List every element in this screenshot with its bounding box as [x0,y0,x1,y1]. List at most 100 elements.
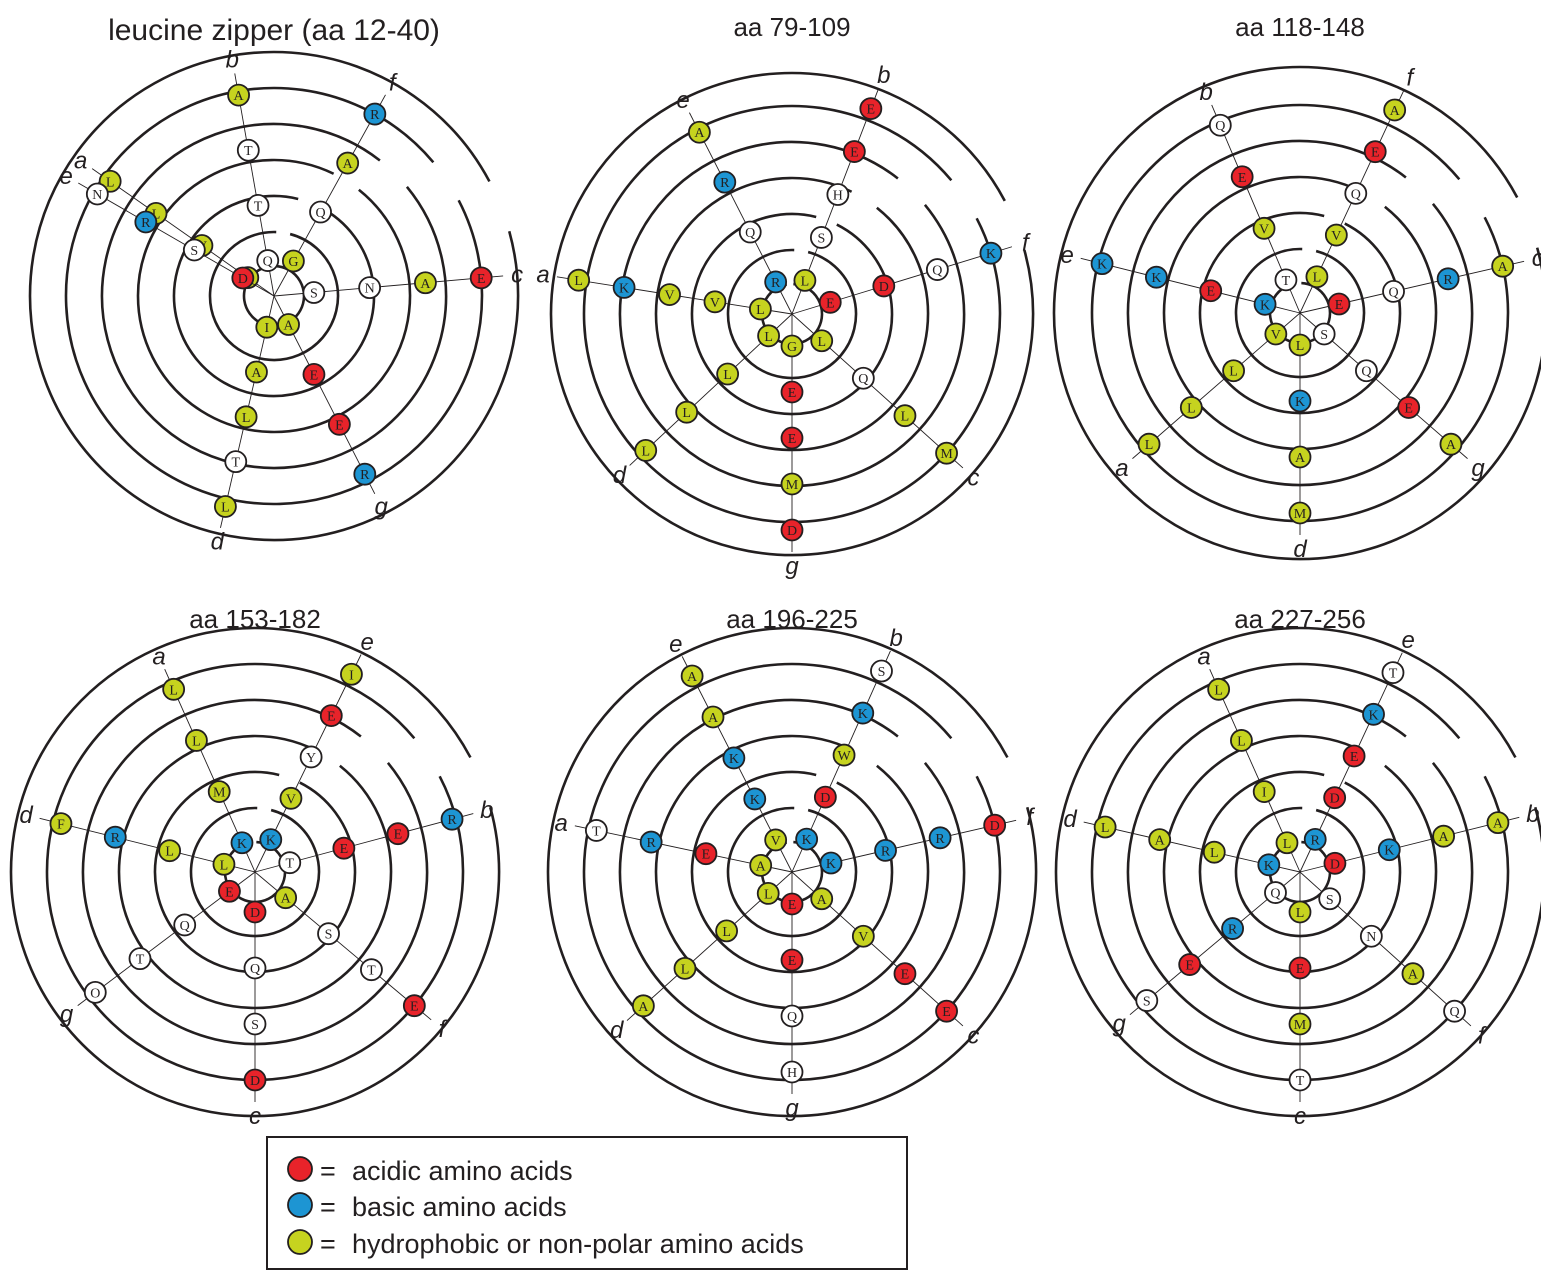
residue: L [567,268,591,292]
residue-letter: A [1498,260,1509,275]
residue-circle [1323,786,1347,810]
residue-circle [584,819,608,842]
residue-letter: E [850,146,859,161]
residue: E [302,363,326,386]
spoke-b: T E E R b [254,797,494,875]
residue-letter: A [1390,104,1401,119]
residue-circle [851,924,875,948]
residue-letter: Q [250,962,260,977]
wheel-title: aa 196-225 [726,604,858,634]
residue: S [1312,322,1336,346]
residue-letter: L [764,887,773,902]
residue: Q [1382,280,1405,303]
residue: E [780,892,804,916]
residue-circle [360,958,383,982]
residue: T [224,450,248,474]
residue-letter: R [1311,833,1321,848]
residue-circle [207,780,231,804]
spoke-c: A V E Ec [791,871,979,1049]
residue-circle [722,746,746,770]
legend-swatch-hydrophobic [287,1229,313,1255]
residue: E [818,290,842,314]
spoke-b: D K A A b [1299,801,1540,875]
residue: E [842,140,866,163]
residue: R [639,830,663,854]
residue-circle [1221,917,1244,940]
residue: T [360,958,383,982]
residue-circle [1288,1068,1312,1092]
residue-letter: L [681,962,690,977]
residue: Y [299,745,323,769]
residue: E [332,836,356,860]
residue-letter: E [1350,750,1359,765]
residue-circle [687,120,711,144]
wheel-ring [582,662,1002,1082]
residue-circle [1355,359,1378,383]
residue-circle [1344,181,1368,205]
residue-circle [255,315,279,339]
residue-circle [1401,962,1425,986]
residue: A [277,313,300,336]
residue-circle [851,701,875,725]
residue: K [1144,265,1168,289]
residue-circle [134,210,158,234]
residue-letter: D [787,524,797,539]
residue-circle [83,980,107,1004]
residue: M [780,472,804,496]
residue-letter: R [771,276,781,291]
residue-letter: E [410,1000,419,1015]
residue: E [319,704,343,728]
residue-letter: R [111,831,121,846]
wheel-ring [1198,770,1402,974]
heptad-position-label: f [439,1016,448,1043]
residue-letter: R [1443,273,1453,288]
residue: L [162,677,186,701]
residue-circle [928,826,952,850]
residue-letter: S [1320,328,1328,343]
heptad-position-label: e [1402,627,1415,654]
residue-circle [1230,729,1253,752]
residue-letter: L [152,207,161,222]
residue: K [979,241,1003,265]
residue-letter: A [638,1000,649,1015]
residue: T [246,193,270,217]
residue-letter: L [106,175,115,190]
heptad-position-label: d [211,529,225,556]
residue-circle [780,334,804,358]
residue: Q [1208,113,1232,137]
residue: K [259,828,283,852]
residue-letter: K [1260,298,1270,313]
heptad-position-label: b [480,797,493,824]
residue: E [780,948,804,972]
residue-circle [567,268,591,292]
residue-letter: T [244,144,253,159]
residue-circle [1275,831,1299,855]
residue-letter: Y [306,751,316,766]
residue: K [795,827,819,851]
residue-letter: Q [180,919,190,934]
residue-circle [743,787,767,811]
residue-circle [402,994,426,1018]
heptad-position-label: f [1022,230,1031,257]
residue-circle [716,362,740,386]
residue-letter: R [141,216,151,231]
residue-letter: I [349,668,354,683]
residue-letter: E [1296,962,1305,977]
heptad-position-label: c [967,1022,979,1049]
residue-letter: A [687,670,698,685]
residue: L [1288,333,1312,357]
residue-letter: K [1264,859,1274,874]
heptad-position-label: e [1060,242,1073,269]
wheel-title: aa 118-148 [1235,12,1365,42]
residue-circle [612,276,636,299]
heptad-position-label: g [785,1095,799,1122]
spoke-e: K V Y E Ie [254,629,374,873]
wheel-ring [1234,806,1366,938]
wheels-layer: leucine zipper (aa 12-40)IVLLaQTTAbSNAEc… [9,12,1541,1130]
heptad-position-label: g [1471,455,1485,482]
spoke-g: S Q E Ag [1299,312,1485,482]
residue-letter: T [285,857,294,872]
legend-item-acidic: = acidic amino acids [287,1156,573,1186]
residue: E [1178,953,1202,976]
residue-circle [277,313,300,336]
